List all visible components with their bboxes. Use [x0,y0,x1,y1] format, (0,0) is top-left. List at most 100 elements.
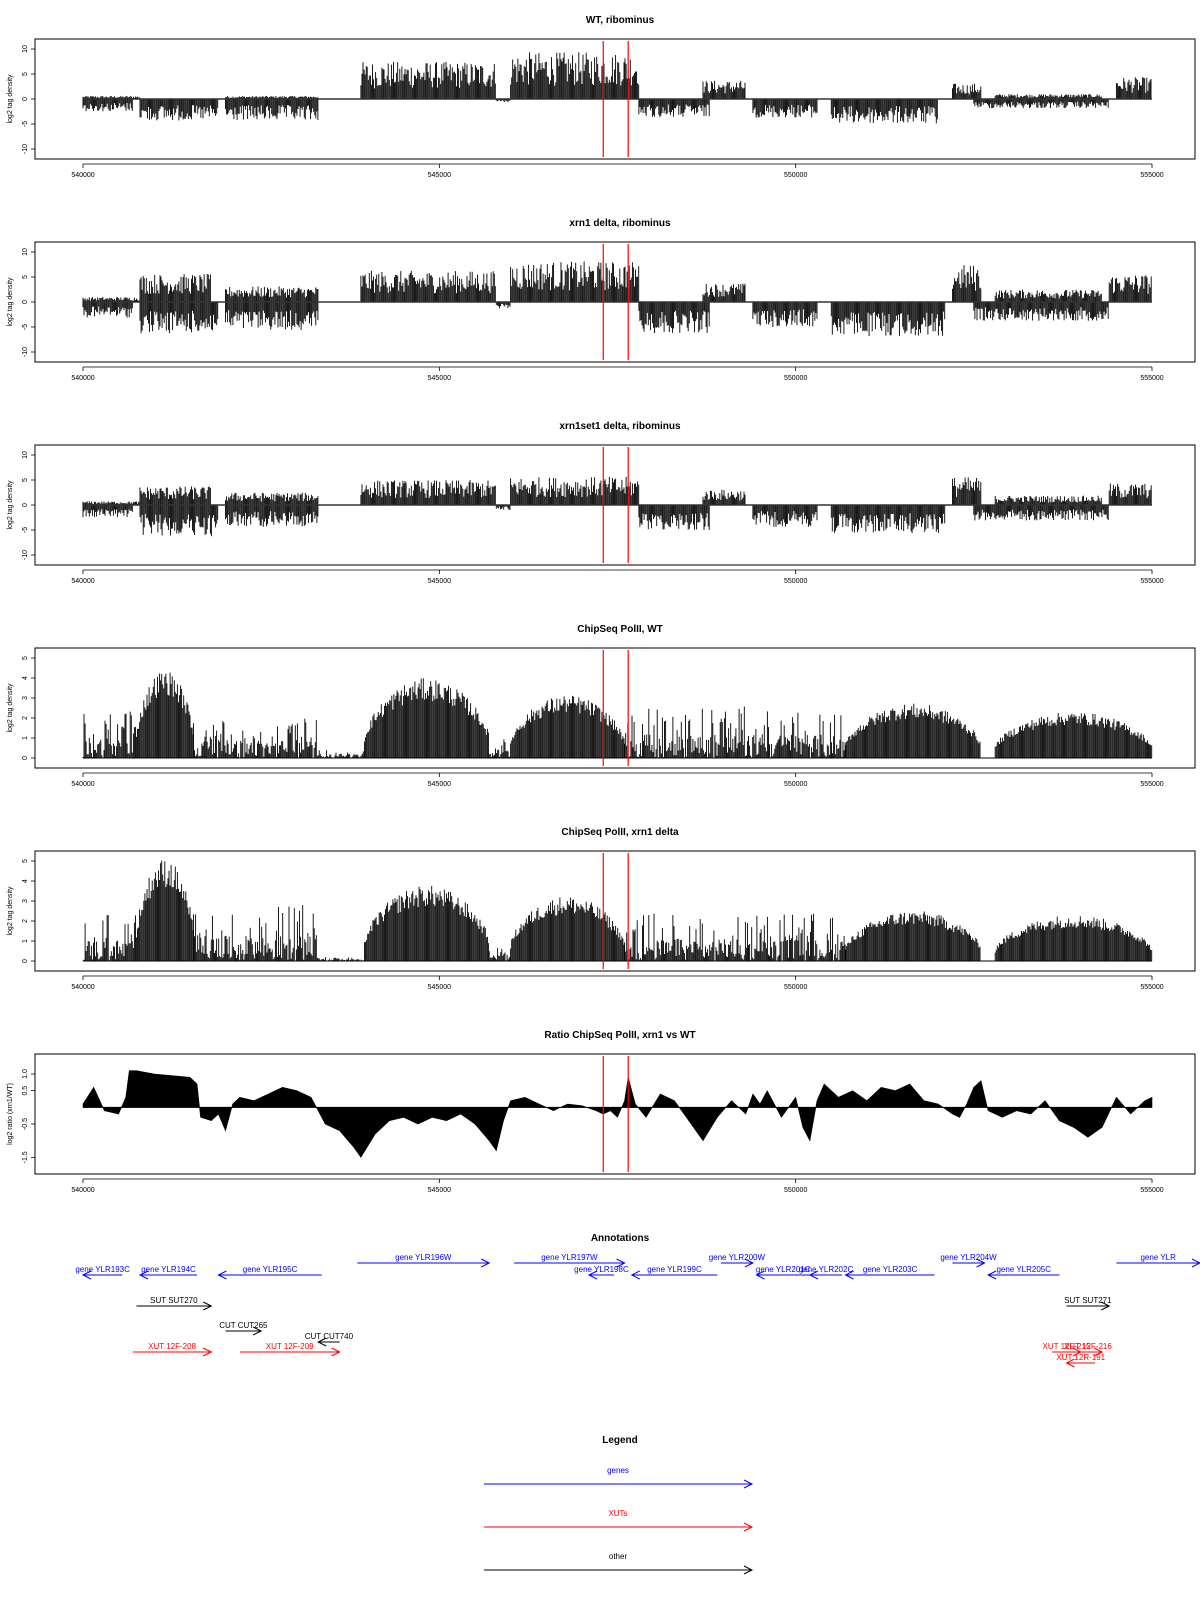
plus-strand-bars [139,274,211,302]
minus-strand-bars [752,505,818,527]
panel-title: ChipSeq PolII, xrn1 delta [561,827,679,838]
minus-strand-bars [139,302,219,334]
minus-strand-bars [752,99,818,118]
minus-strand-bars [638,302,710,334]
peak-bars [135,672,194,758]
panel-title: xrn1set1 delta, ribominus [559,421,681,432]
minus-strand-bars [139,505,219,537]
y-tick-label: -10 [22,347,29,357]
minus-strand-bars [830,302,946,337]
background-bars [624,706,846,758]
panel-title: WT, ribominus [586,15,655,26]
track-panel-2: xrn1 delta, ribominus log2 tag density 10 5… [7,218,1196,382]
background-bars [82,711,136,758]
minus-strand-bars [830,505,946,534]
x-tick-label: 550000 [784,578,807,585]
plus-strand-bars [510,52,640,99]
plus-strand-bars [510,261,640,302]
y-tick-label: 5 [22,275,29,279]
y-tick-label: 0 [22,756,29,760]
x-tick-label: 555000 [1140,172,1163,179]
track-panel-1: WT, ribominus log2 tag density 10 5 0 -5 -10 54… [7,15,1196,179]
minus-strand-bars [225,505,319,527]
minus-strand-bars [495,505,511,510]
x-tick-label: 540000 [71,578,94,585]
y-tick-label: 10 [22,248,29,256]
x-tick-label: 550000 [784,984,807,991]
plus-strand-bars [225,492,319,505]
y-tick-label: 2 [22,716,29,720]
y-tick-label: 10 [22,45,29,53]
x-tick-label: 550000 [784,375,807,382]
plus-strand-bars [139,486,211,505]
y-tick-label: 5 [22,478,29,482]
background-bars [82,915,136,961]
plus-strand-bars [994,495,1102,505]
y-tick-label: 1 [22,736,29,740]
signal [82,477,1152,537]
x-tick-label: 545000 [428,781,451,788]
plus-strand-bars [702,489,746,505]
plus-strand-bars [702,283,746,302]
plus-strand-bars [360,270,496,302]
minus-strand-bars [973,302,1109,321]
plus-strand-bars [1115,77,1152,99]
plot-frame [34,850,1196,972]
minus-strand-bars [830,99,938,124]
minus-strand-bars [82,302,133,318]
x-tick-label: 540000 [71,781,94,788]
y-tick-label: -5 [22,324,29,330]
background-bars [488,739,511,758]
minus-strand-bars [752,302,818,327]
y-axis-label: log2 tag density [7,886,14,936]
x-tick-label: 540000 [71,375,94,382]
minus-strand-bars [638,505,710,530]
minus-strand-bars [225,302,319,330]
minus-strand-bars [225,99,319,121]
y-tick-label: -5 [22,121,29,127]
peak-bars [845,703,981,758]
x-tick-label: 540000 [71,172,94,179]
y-tick-label: 3 [22,899,29,903]
signal [82,52,1152,124]
y-tick-label: 1 [22,939,29,943]
x-tick-label: 555000 [1140,578,1163,585]
plus-strand-bars [1108,483,1152,505]
peak-bars [994,712,1153,758]
y-tick-label: 5 [22,72,29,76]
plus-strand-bars [952,265,982,302]
plus-strand-bars [952,477,982,505]
y-tick-label: 4 [22,879,29,883]
x-tick-label: 545000 [428,578,451,585]
signal [82,672,1153,759]
panel-title: xrn1 delta, ribominus [569,218,671,229]
x-tick-label: 555000 [1140,984,1163,991]
signal [82,261,1152,337]
x-tick-label: 545000 [428,375,451,382]
peak-bars [364,678,489,758]
signal [82,860,1153,962]
minus-strand-bars [82,505,133,518]
y-tick-label: 0 [22,503,29,507]
x-tick-label: 550000 [784,781,807,788]
minus-strand-bars [82,99,133,112]
x-tick-label: 540000 [71,984,94,991]
y-axis-label: log2 tag density [7,480,14,530]
y-tick-label: 5 [22,656,29,660]
background-bars [193,905,318,961]
y-tick-label: -10 [22,550,29,560]
y-tick-label: 10 [22,451,29,459]
peak-bars [510,695,625,758]
y-tick-label: 0 [22,97,29,101]
y-tick-label: -5 [22,527,29,533]
y-tick-label: -10 [22,144,29,154]
x-tick-label: 545000 [428,984,451,991]
x-tick-label: 555000 [1140,375,1163,382]
y-axis-label: log2 tag density [7,74,14,124]
plus-strand-bars [1108,275,1152,302]
y-axis-label: log2 tag density [7,683,14,733]
panel-title: ChipSeq PolII, WT [577,624,663,635]
plot-frame [34,647,1196,769]
minus-strand-bars [139,99,219,121]
